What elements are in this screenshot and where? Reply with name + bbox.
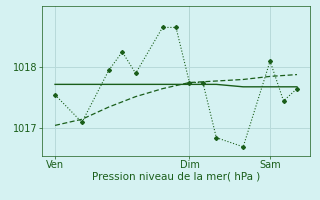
- X-axis label: Pression niveau de la mer( hPa ): Pression niveau de la mer( hPa ): [92, 172, 260, 182]
